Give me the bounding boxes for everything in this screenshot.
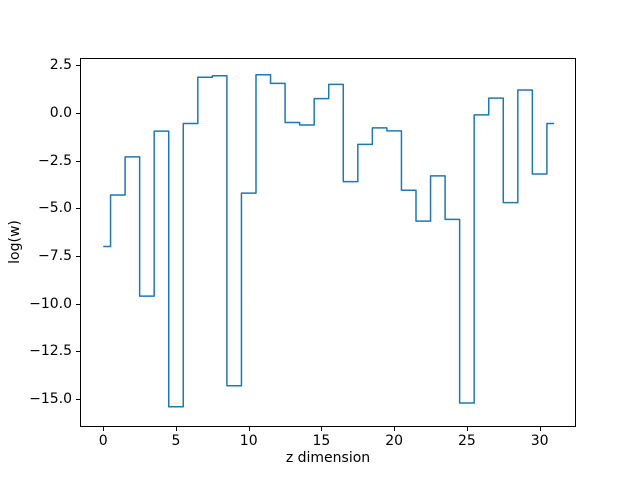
x-tick-label: 5 — [171, 433, 181, 449]
x-tick-mark — [321, 427, 323, 431]
y-tick-mark — [76, 351, 80, 353]
x-tick-label: 0 — [98, 433, 108, 449]
x-tick-label: 10 — [239, 433, 258, 449]
y-tick-label: −12.5 — [29, 343, 72, 360]
x-axis-label: z dimension — [285, 450, 371, 466]
x-tick-mark — [103, 427, 105, 431]
x-tick-label: 25 — [457, 433, 476, 449]
y-tick-label: 2.5 — [49, 57, 72, 74]
y-tick-mark — [76, 112, 80, 114]
y-tick-label: −10.0 — [29, 295, 72, 312]
y-tick-label: −7.5 — [38, 248, 72, 265]
axes — [80, 58, 576, 427]
y-tick-mark — [76, 208, 80, 210]
y-tick-mark — [76, 65, 80, 67]
x-tick-mark — [248, 427, 250, 431]
x-tick-label: 20 — [385, 433, 404, 449]
y-tick-mark — [76, 256, 80, 258]
y-tick-label: −2.5 — [38, 152, 72, 169]
x-tick-mark — [466, 427, 468, 431]
y-tick-mark — [76, 303, 80, 305]
y-axis-label: log(w) — [7, 220, 23, 264]
y-tick-label: −5.0 — [38, 200, 72, 217]
x-tick-label: 15 — [312, 433, 331, 449]
x-tick-mark — [539, 427, 541, 431]
y-tick-mark — [76, 399, 80, 401]
y-tick-label: −15.0 — [29, 391, 72, 408]
x-tick-label: 30 — [530, 433, 549, 449]
x-tick-mark — [394, 427, 396, 431]
y-tick-mark — [76, 160, 80, 162]
x-tick-mark — [176, 427, 177, 431]
y-tick-label: 0.0 — [49, 104, 72, 121]
